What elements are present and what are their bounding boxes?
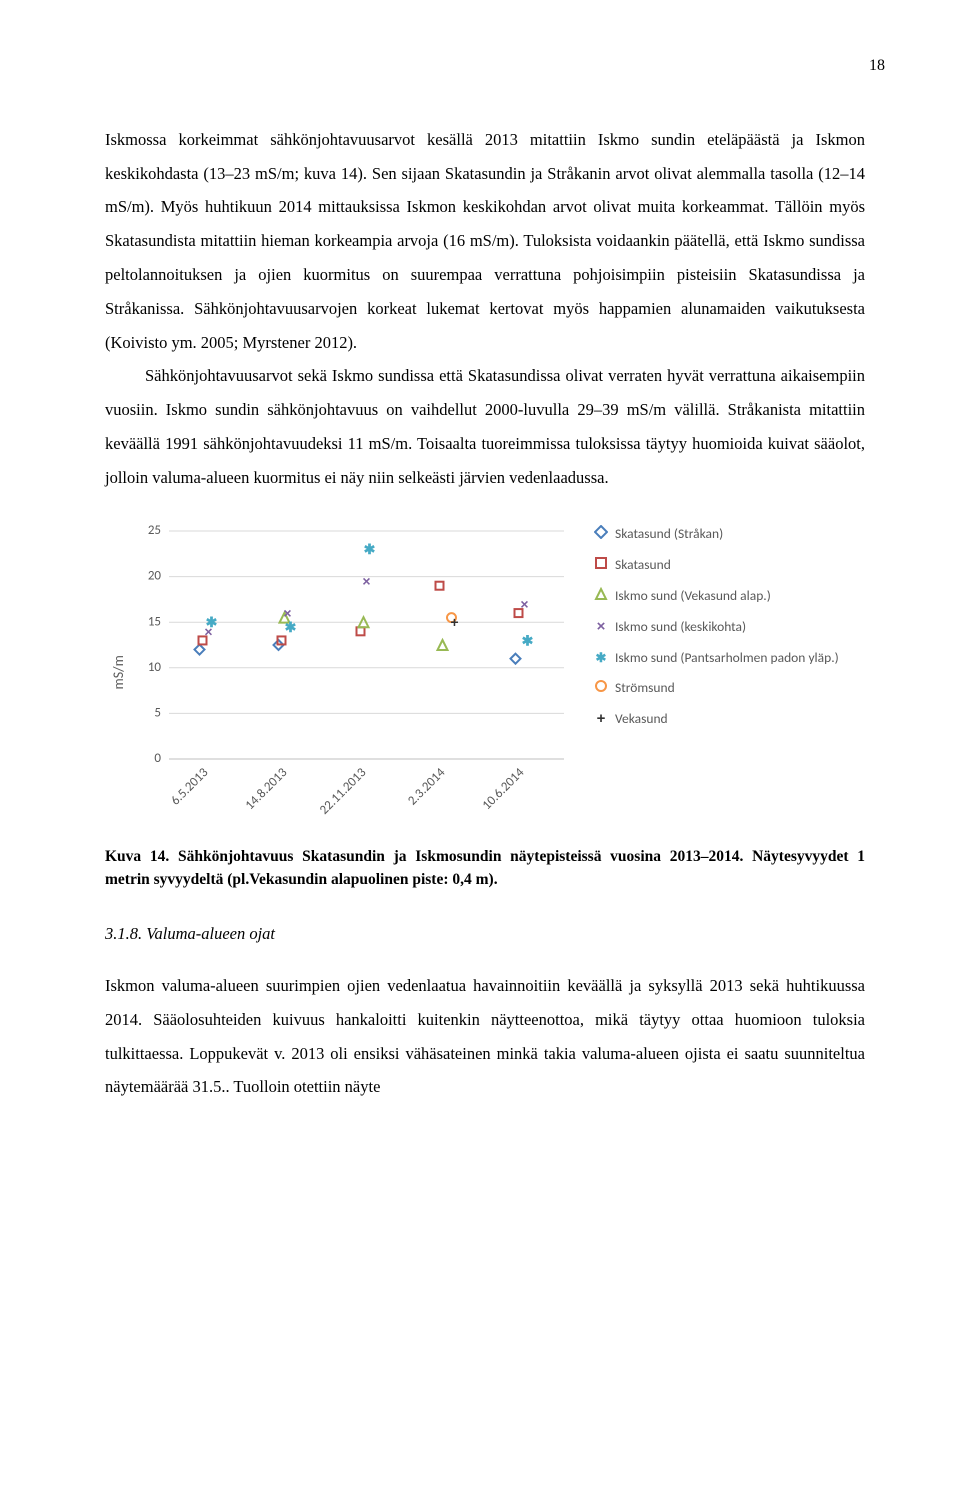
legend-item: Strömsund (593, 679, 865, 698)
legend-marker-icon (593, 679, 609, 698)
svg-text:✱: ✱ (285, 618, 297, 634)
chart-plot: 0 5 10 15 20 25 6.5.2013 14.8.2013 22.11.2013 2.3… (133, 523, 573, 823)
section-heading: 3.1.8. Valuma-alueen ojat (105, 917, 865, 951)
svg-text:15: 15 (148, 614, 161, 629)
legend-item: Skatasund (Stråkan) (593, 525, 865, 544)
legend-marker-icon (593, 556, 609, 575)
legend-label: Strömsund (615, 679, 675, 697)
svg-text:+: + (450, 614, 458, 630)
svg-text:6.5.2013: 6.5.2013 (168, 765, 211, 808)
svg-text:14.8.2013: 14.8.2013 (242, 765, 290, 813)
page-number: 18 (105, 50, 885, 83)
legend-marker-icon: + (593, 710, 609, 728)
legend-label: Vekasund (615, 710, 668, 728)
legend-item: Iskmo sund (Vekasund alap.) (593, 587, 865, 606)
paragraph-2: Sähkönjohtavuusarvot sekä Iskmo sundissa… (105, 359, 865, 494)
svg-text:✱: ✱ (364, 541, 376, 557)
legend-marker-icon: × (593, 618, 609, 636)
legend-label: Iskmo sund (Vekasund alap.) (615, 587, 771, 605)
legend-item: × Iskmo sund (keskikohta) (593, 618, 865, 636)
svg-text:10.6.2014: 10.6.2014 (479, 765, 527, 813)
legend-item: + Vekasund (593, 710, 865, 728)
svg-text:5: 5 (154, 705, 161, 720)
legend-label: Skatasund (615, 556, 671, 574)
svg-text:25: 25 (148, 523, 161, 538)
svg-text:10: 10 (148, 660, 162, 675)
legend-label: Iskmo sund (keskikohta) (615, 618, 746, 636)
legend-label: Iskmo sund (Pantsarholmen padon yläp.) (615, 649, 839, 667)
svg-text:22.11.2013: 22.11.2013 (317, 765, 370, 818)
y-axis-label: mS/m (105, 656, 134, 690)
figure-caption-text: Kuva 14. Sähkönjohtavuus Skatasundin ja … (105, 848, 865, 888)
svg-text:✱: ✱ (206, 614, 218, 630)
legend-label: Skatasund (Stråkan) (615, 525, 723, 543)
svg-text:20: 20 (148, 568, 162, 583)
conductivity-chart: mS/m 0 5 10 15 20 25 6.5.2013 14.8.2013 22.11.20… (105, 523, 865, 823)
chart-legend: Skatasund (Stråkan) Skatasund Iskmo sund (… (573, 523, 865, 823)
paragraph-3: Iskmon valuma-alueen suurimpien ojien ve… (105, 969, 865, 1104)
legend-marker-icon (593, 525, 609, 544)
svg-text:×: × (520, 596, 528, 612)
legend-item: ✱ Iskmo sund (Pantsarholmen padon yläp.) (593, 649, 865, 667)
legend-marker-icon (593, 587, 609, 606)
svg-text:0: 0 (154, 751, 161, 766)
svg-text:2.3.2014: 2.3.2014 (405, 765, 448, 808)
legend-marker-icon: ✱ (593, 649, 609, 667)
svg-text:×: × (362, 573, 370, 589)
svg-text:✱: ✱ (522, 632, 534, 648)
paragraph-1: Iskmossa korkeimmat sähkönjohtavuusarvot… (105, 123, 865, 360)
figure-caption: Kuva 14. Sähkönjohtavuus Skatasundin ja … (105, 845, 865, 892)
legend-item: Skatasund (593, 556, 865, 575)
